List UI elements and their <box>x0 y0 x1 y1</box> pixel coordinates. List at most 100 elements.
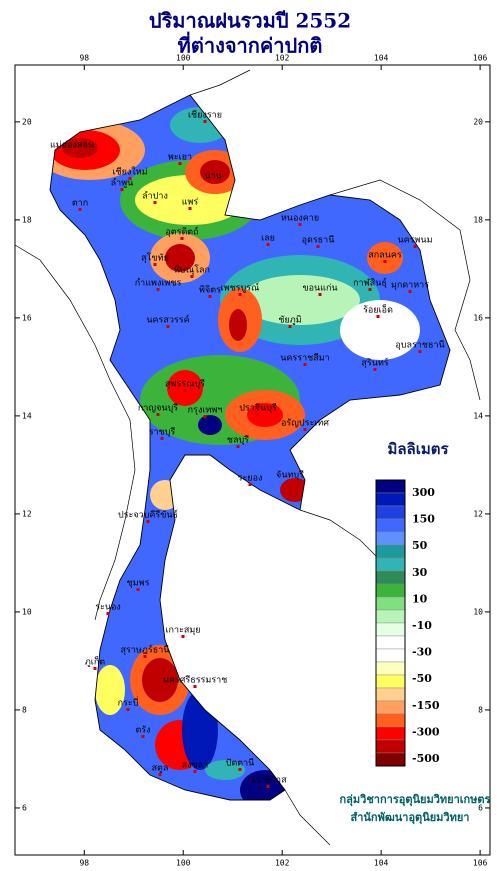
place-label: กาฬสินธุ์ <box>353 277 387 289</box>
station-marker <box>288 480 292 483</box>
legend-swatch <box>375 479 406 494</box>
station-marker <box>188 207 192 210</box>
y-tick-label: 6 <box>478 803 483 812</box>
legend-swatch <box>375 661 406 676</box>
station-marker <box>166 325 170 328</box>
place-label: เกาะสมุย <box>165 626 200 636</box>
place-label: ลำพูน <box>111 178 134 189</box>
legend-swatch <box>375 713 406 728</box>
legend-swatch <box>375 622 406 637</box>
place-label: สุโขทัย <box>141 253 169 264</box>
legend-label: 150 <box>412 513 435 526</box>
y-tick-label: 12 <box>22 509 32 518</box>
station-marker <box>143 655 147 658</box>
x-tick-label: 100 <box>176 54 191 63</box>
place-label: ชัยภูมิ <box>278 315 301 326</box>
legend-swatch <box>375 635 406 650</box>
station-marker <box>266 785 270 788</box>
x-tick-label: 98 <box>79 859 89 868</box>
station-marker <box>383 260 387 263</box>
place-label: น่าน <box>204 172 221 182</box>
station-marker <box>180 237 184 240</box>
legend-swatch <box>375 544 406 559</box>
legend-label: 300 <box>412 486 435 499</box>
station-marker <box>288 325 292 328</box>
legend-swatch <box>375 752 406 767</box>
station-marker <box>373 368 377 371</box>
station-marker <box>178 162 182 165</box>
station-marker <box>303 363 307 366</box>
station-marker <box>298 223 302 226</box>
y-tick-label: 6 <box>22 803 27 812</box>
x-tick-label: 104 <box>374 859 389 868</box>
station-marker <box>193 685 197 688</box>
station-marker <box>153 201 157 204</box>
station-marker <box>266 243 270 246</box>
legend-swatch <box>375 674 406 689</box>
place-label: กรุงเทพฯ <box>188 406 223 416</box>
y-tick-label: 8 <box>22 705 27 714</box>
neighbor-borders <box>14 69 481 846</box>
title: ปริมาณฝนรวมปี 2552 <box>149 9 351 33</box>
place-label: นครพนม <box>397 236 432 246</box>
legend-title: มิลลิเมตร <box>387 440 449 458</box>
legend-swatch <box>375 492 406 507</box>
station-marker <box>183 389 187 392</box>
y-tick-label: 10 <box>22 607 32 616</box>
subtitle: ที่ต่างจากค่าปกติ <box>178 31 323 58</box>
legend-swatch <box>375 505 406 520</box>
station-marker <box>238 293 242 296</box>
legend-label: -300 <box>412 725 440 738</box>
station-marker <box>236 445 240 448</box>
place-label: ปัตตานี <box>226 758 255 769</box>
station-marker <box>160 437 164 440</box>
station-marker <box>158 773 162 776</box>
place-label: นครศรีธรรมราช <box>163 675 228 686</box>
place-label: อุตรดิตถ์ <box>165 226 198 238</box>
y-tick-label: 8 <box>478 705 483 714</box>
station-marker <box>238 768 242 771</box>
y-tick-label: 14 <box>22 411 32 420</box>
y-tick-label: 18 <box>473 215 483 224</box>
legend-swatch <box>375 583 406 598</box>
station-marker <box>156 288 160 291</box>
credit: กลุ่มวิชาการอุตุนิยมวิทยาเกษตร <box>340 793 491 807</box>
station-marker <box>153 263 157 266</box>
place-label: นราธิวาส <box>249 775 287 786</box>
place-label: ตาก <box>72 199 88 209</box>
x-tick-label: 98 <box>79 54 89 63</box>
place-label: พิจิตร <box>199 285 221 296</box>
station-marker <box>256 413 260 416</box>
station-marker <box>126 708 130 711</box>
legend-box <box>375 479 406 767</box>
station-marker <box>181 635 185 638</box>
place-label: ภูเก็ต <box>85 655 105 668</box>
station-marker <box>93 667 97 670</box>
legend-label: 10 <box>412 592 428 605</box>
legend-swatch <box>375 557 406 572</box>
place-label: กาญจนบุรี <box>138 403 178 414</box>
place-label: มุกดาหาร <box>391 281 429 291</box>
station-marker <box>248 483 252 486</box>
place-label: ขอนแก่น <box>302 284 337 294</box>
place-label: ลำปาง <box>142 191 168 202</box>
x-tick-label: 104 <box>374 54 389 63</box>
legend-label: 30 <box>412 566 428 579</box>
legend-label: 50 <box>412 539 428 552</box>
place-label: สุราษฎร์ธานี <box>121 644 170 656</box>
place-label: ชลบุรี <box>227 435 249 446</box>
legend-label: -150 <box>412 699 440 712</box>
place-label: หนองคาย <box>281 214 319 224</box>
place-label: สุพรรณบุรี <box>165 379 205 390</box>
place-label: นครราชสีมา <box>280 353 329 364</box>
place-label: พะเยา <box>168 153 192 163</box>
y-tick-label: 18 <box>22 215 32 224</box>
place-label: จันทบุรี <box>276 470 304 481</box>
station-marker <box>316 245 320 248</box>
station-marker <box>376 315 380 318</box>
place-label: กระบี่ <box>118 696 139 709</box>
legend-label: -10 <box>412 619 432 632</box>
legend-swatch <box>375 648 406 663</box>
station-marker <box>193 770 197 773</box>
